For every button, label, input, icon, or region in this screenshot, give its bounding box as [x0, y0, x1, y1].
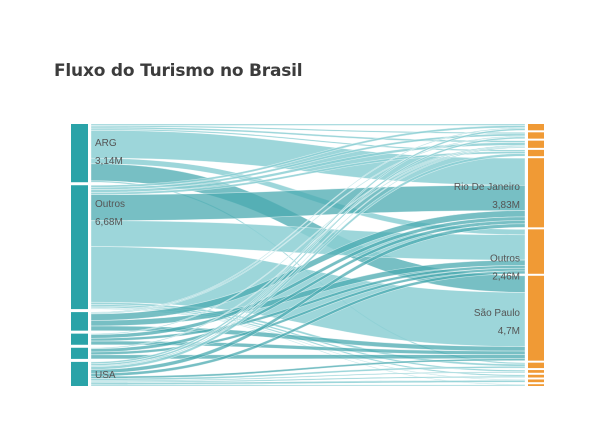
- link-usa-to-t2[interactable]: [90, 136, 526, 366]
- source-node-arg[interactable]: [71, 124, 88, 183]
- links-layer: [90, 123, 526, 387]
- link-arg-to-t1[interactable]: [90, 123, 526, 126]
- source-label-arg: ARG: [95, 138, 117, 149]
- target-node-t12[interactable]: [528, 384, 544, 386]
- target-label-sp: São Paulo: [474, 308, 521, 319]
- link-usa-to-t4[interactable]: [90, 153, 526, 370]
- target-node-t2[interactable]: [528, 132, 544, 139]
- source-node-s3[interactable]: [71, 312, 88, 331]
- chart-title: Fluxo do Turismo no Brasil: [54, 61, 303, 81]
- link-usa-to-t11[interactable]: [90, 379, 526, 386]
- link-usa-to-outros_d[interactable]: [90, 270, 526, 377]
- link-usa-to-t12[interactable]: [90, 384, 526, 387]
- target-label-rio: Rio De Janeiro: [454, 182, 521, 193]
- target-node-rio[interactable]: [528, 158, 544, 228]
- target-node-outros_d[interactable]: [528, 229, 544, 274]
- target-node-t1[interactable]: [528, 124, 544, 131]
- source-node-s4[interactable]: [71, 333, 88, 345]
- link-usa-to-t8[interactable]: [90, 365, 526, 381]
- link-usa-to-sp[interactable]: [90, 358, 526, 379]
- link-usa-to-t1[interactable]: [90, 128, 526, 365]
- source-node-usa[interactable]: [71, 361, 88, 386]
- target-node-t8[interactable]: [528, 362, 544, 369]
- target-value-sp: 4,7M: [498, 326, 520, 337]
- link-usa-to-t3[interactable]: [90, 146, 526, 367]
- target-node-t11[interactable]: [528, 379, 544, 383]
- link-usa-to-t9[interactable]: [90, 371, 526, 382]
- source-node-outros[interactable]: [71, 185, 88, 310]
- target-label-outros_d: Outros: [490, 253, 520, 264]
- target-value-rio: 3,83M: [492, 200, 520, 211]
- source-label-outros: Outros: [95, 199, 125, 210]
- source-value-arg: 3,14M: [95, 156, 123, 167]
- source-value-outros: 6,68M: [95, 217, 123, 228]
- nodes-layer: [71, 124, 544, 386]
- source-node-s5[interactable]: [71, 347, 88, 359]
- source-label-usa: USA: [95, 370, 116, 381]
- labels-layer: ARG 3,14M Outros 6,68M USA Rio De Janeiro 3,83…: [95, 138, 520, 381]
- target-value-outros_d: 2,46M: [492, 271, 520, 282]
- target-node-sp[interactable]: [528, 275, 544, 361]
- target-node-t4[interactable]: [528, 149, 544, 157]
- target-node-t3[interactable]: [528, 140, 544, 148]
- link-usa-to-rio[interactable]: [90, 223, 526, 374]
- target-node-t10[interactable]: [528, 374, 544, 378]
- target-node-t9[interactable]: [528, 370, 544, 373]
